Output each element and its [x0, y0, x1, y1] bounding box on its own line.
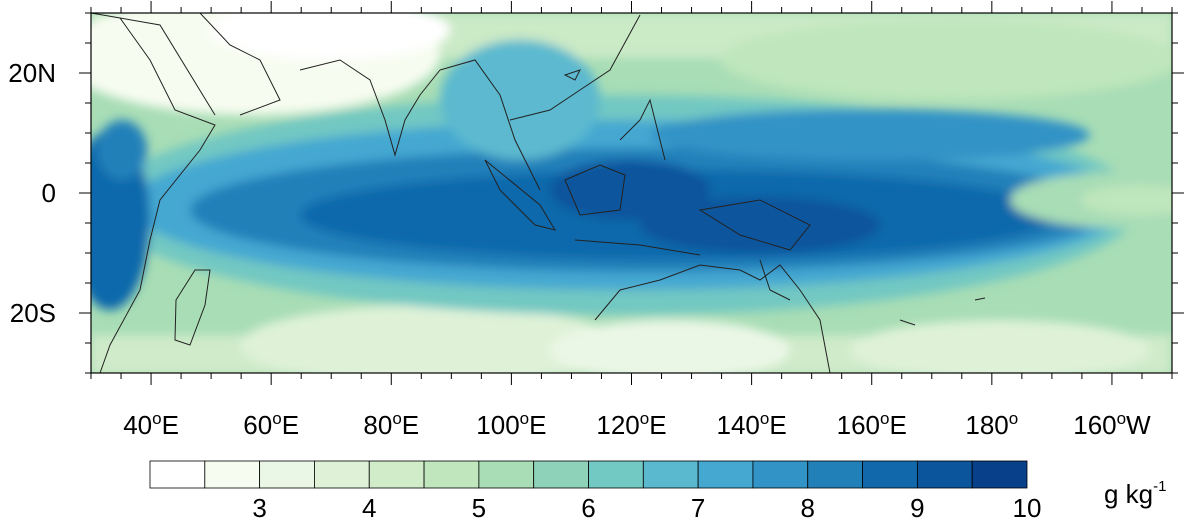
colorbar-swatch [149, 460, 206, 489]
colorbar-swatch [533, 460, 589, 489]
colorbar-label: 8 [801, 493, 815, 520]
colorbar-swatch [204, 460, 261, 489]
lon-label: 100oE [476, 409, 546, 440]
lat-label: 20N [8, 58, 56, 88]
lon-label: 140oE [717, 409, 787, 440]
colorbar-swatch [807, 460, 863, 489]
colorbar-swatch [971, 460, 1028, 489]
colorbar-swatch [752, 460, 809, 489]
colorbar-swatch [423, 460, 480, 489]
lat-label: 0 [42, 178, 56, 208]
lat-label: 20S [10, 298, 56, 328]
colorbar-swatch [368, 460, 425, 489]
longitude-labels: 40oE 60oE 80oE 100oE 120oE 140oE 160oE 180o 160o… [123, 409, 1151, 440]
colorbar-label: 3 [252, 493, 266, 520]
colorbar-swatch [314, 460, 370, 489]
colorbar: 3 4 5 6 7 8 9 10 [149, 460, 1042, 520]
colorbar-swatch [259, 460, 315, 489]
colorbar-swatch [697, 460, 754, 489]
lon-label: 80oE [363, 409, 419, 440]
lon-label: 160oE [837, 409, 907, 440]
humidity-field [91, 13, 1172, 373]
colorbar-swatch [916, 460, 973, 489]
lon-label: 40oE [123, 409, 179, 440]
colorbar-swatch [642, 460, 699, 489]
colorbar-swatch [588, 460, 644, 489]
lon-label: 160oW [1073, 409, 1151, 440]
axis-ticks [79, 1, 1184, 385]
coastlines [91, 13, 986, 373]
latitude-labels: 20N 0 20S [8, 58, 56, 328]
colorbar-swatch [862, 460, 918, 489]
colorbar-label: 4 [362, 493, 376, 520]
colorbar-swatch [478, 460, 535, 489]
colorbar-label: 10 [1013, 493, 1042, 520]
lon-label: 120oE [596, 409, 666, 440]
colorbar-unit: g kg-1 [1104, 478, 1167, 509]
colorbar-label: 5 [472, 493, 486, 520]
lon-label: 60oE [243, 409, 299, 440]
colorbar-label: 7 [691, 493, 705, 520]
colorbar-label: 9 [910, 493, 924, 520]
lon-label: 180o [965, 409, 1018, 440]
colorbar-label: 6 [581, 493, 595, 520]
